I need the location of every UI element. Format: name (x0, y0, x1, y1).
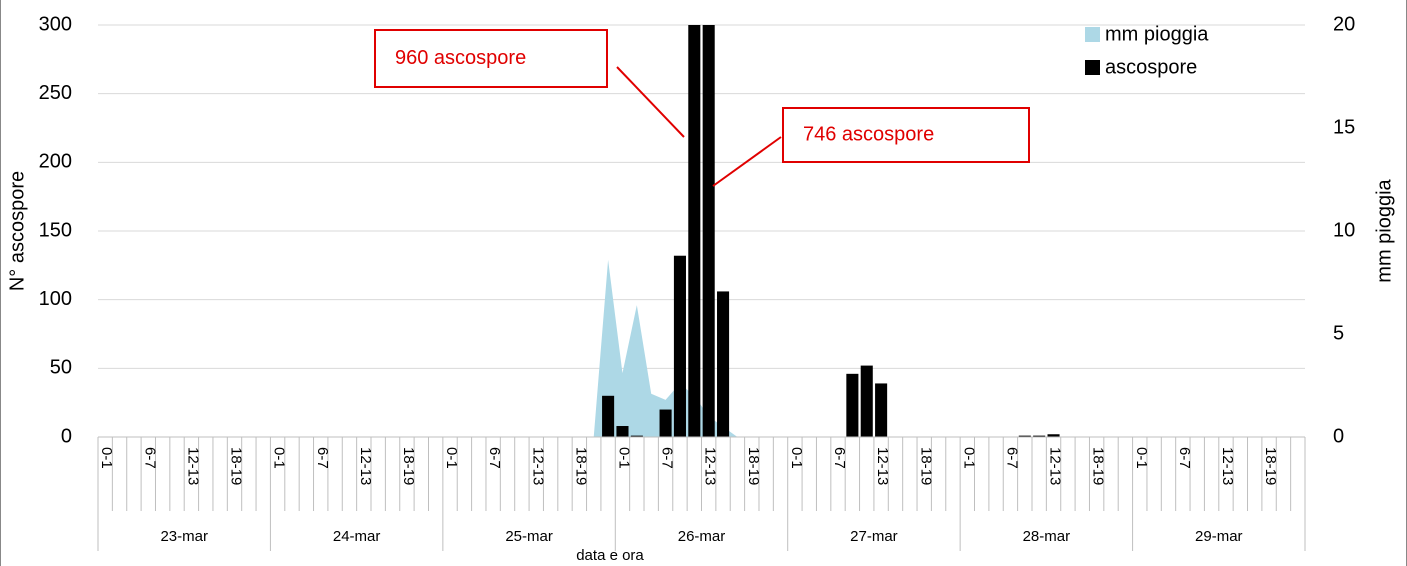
y-tick-label: 250 (39, 82, 72, 104)
bar (846, 373, 859, 437)
annotation-text: 960 ascospore (395, 47, 526, 69)
x-tick-label: 0-1 (616, 447, 633, 469)
x-tick-label: 6-7 (141, 447, 158, 469)
annotation-box (374, 29, 608, 88)
bar (688, 25, 701, 437)
y-tick-label: 300 (39, 13, 72, 35)
y2-tick-label: 20 (1333, 13, 1355, 35)
group-label: 29-mar (1195, 528, 1243, 545)
x-tick-label: 0-1 (788, 447, 805, 469)
bar (602, 395, 615, 437)
x-tick-label: 12-13 (1219, 447, 1236, 485)
group-label: 26-mar (678, 528, 726, 545)
y2-tick-label: 10 (1333, 219, 1355, 241)
x-tick-label: 0-1 (98, 447, 115, 469)
bar (717, 291, 730, 437)
x-tick-label: 6-7 (831, 447, 848, 469)
x-axis-title: data e ora (576, 547, 644, 564)
x-tick-label: 18-19 (228, 447, 245, 485)
x-tick-label: 6-7 (1176, 447, 1193, 469)
annotation-leader (616, 66, 685, 138)
bar (1047, 434, 1060, 437)
bar (616, 426, 629, 437)
bar (860, 365, 873, 437)
y2-tick-label: 0 (1333, 425, 1344, 447)
y-tick-label: 200 (39, 151, 72, 173)
x-tick-label: 6-7 (1003, 447, 1020, 469)
x-tick-label: 18-19 (1090, 447, 1107, 485)
x-tick-label: 12-13 (1047, 447, 1064, 485)
bar (702, 25, 715, 437)
x-tick-label: 12-13 (184, 447, 201, 485)
legend-swatch (1085, 60, 1100, 75)
legend-label: ascospore (1105, 56, 1197, 78)
bar (875, 383, 888, 437)
y-tick-label: 0 (61, 425, 72, 447)
bar (1018, 435, 1031, 437)
y-tick-label: 100 (39, 288, 72, 310)
x-tick-label: 0-1 (1133, 447, 1150, 469)
bar (673, 255, 686, 437)
x-tick-label: 18-19 (1262, 447, 1279, 485)
x-tick-label: 18-19 (745, 447, 762, 485)
bar (630, 435, 643, 437)
x-tick-label: 6-7 (314, 447, 331, 469)
x-tick-label: 18-19 (572, 447, 589, 485)
legend-swatch (1085, 27, 1100, 42)
group-label: 27-mar (850, 528, 898, 545)
y2-tick-label: 5 (1333, 322, 1344, 344)
annotation-leader (712, 136, 782, 187)
annotation-box (782, 107, 1030, 163)
x-tick-label: 0-1 (960, 447, 977, 469)
group-label: 24-mar (333, 528, 381, 545)
x-tick-label: 12-13 (357, 447, 374, 485)
bar (1033, 435, 1046, 437)
x-tick-label: 18-19 (400, 447, 417, 485)
group-label: 25-mar (505, 528, 553, 545)
y-tick-label: 150 (39, 219, 72, 241)
y2-axis-title: mm pioggia (1373, 178, 1395, 282)
x-tick-label: 12-13 (874, 447, 891, 485)
x-tick-label: 0-1 (271, 447, 288, 469)
legend-label: mm pioggia (1105, 23, 1209, 45)
x-tick-label: 6-7 (486, 447, 503, 469)
y2-tick-label: 15 (1333, 116, 1355, 138)
x-tick-label: 6-7 (659, 447, 676, 469)
rain-area (105, 259, 1298, 437)
x-tick-label: 18-19 (917, 447, 934, 485)
group-label: 28-mar (1023, 528, 1071, 545)
y-axis-title: N° ascospore (6, 171, 28, 291)
x-tick-label: 0-1 (443, 447, 460, 469)
x-tick-label: 12-13 (529, 447, 546, 485)
plot (105, 25, 1298, 437)
bar (659, 409, 672, 437)
x-tick-label: 12-13 (702, 447, 719, 485)
group-label: 23-mar (160, 528, 208, 545)
y-tick-label: 50 (50, 357, 72, 379)
annotation-text: 746 ascospore (803, 123, 934, 145)
